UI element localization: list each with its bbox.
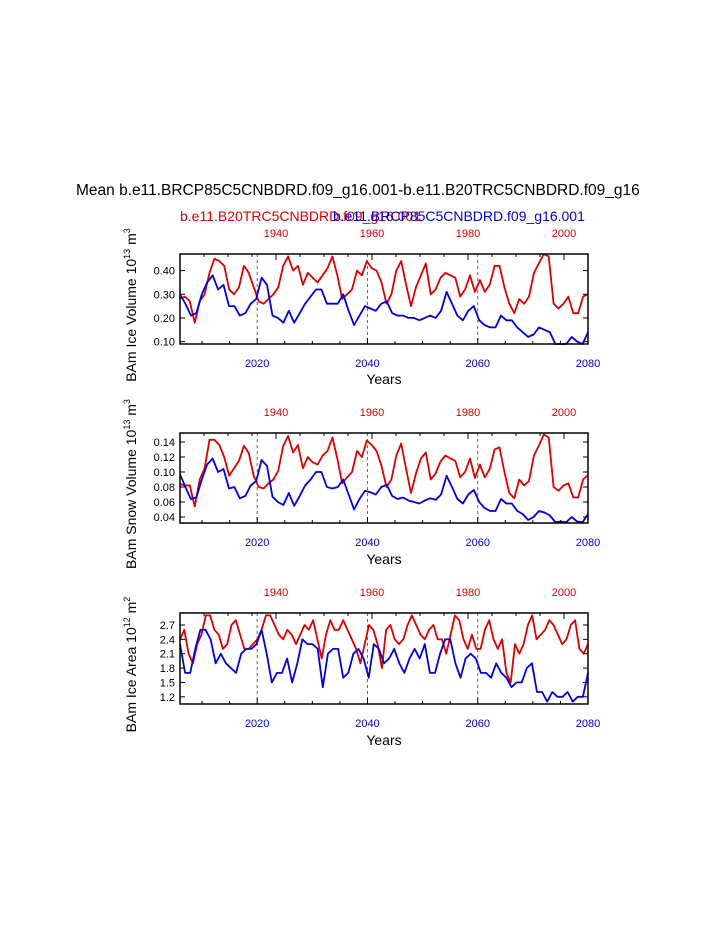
x-top-tick-label: 1960 xyxy=(360,228,384,240)
y-axis-label: BAm Snow Volume 1013 m3 xyxy=(122,399,139,569)
plot-frame xyxy=(179,612,589,705)
x-bottom-tick-label: 2080 xyxy=(576,358,600,370)
series-line-red xyxy=(179,253,589,324)
x-bottom-tick-label: 2080 xyxy=(576,537,600,549)
y-tick-label: 0.10 xyxy=(154,337,175,349)
x-axis-label: Years xyxy=(366,371,401,387)
panel-ice-area: 1.2 1.5 1.8 2.1 2.4 2.7 2020 2040 2060 2080 1940 19… xyxy=(122,587,600,748)
x-bottom-tick-label: 2040 xyxy=(355,718,379,730)
x-bottom-tick-label: 2020 xyxy=(245,358,269,370)
y-axis-label: BAm Ice Area 1012 m2 xyxy=(122,597,139,733)
y-tick-label: 0.10 xyxy=(154,467,175,479)
x-bottom-tick-label: 2080 xyxy=(576,718,600,730)
y-tick-label: 1.5 xyxy=(160,677,175,689)
chart-title: Mean b.e11.BRCP85C5CNBDRD.f09_g16.001-b.… xyxy=(76,182,640,199)
x-axis-label: Years xyxy=(366,732,401,748)
y-tick-label: 2.4 xyxy=(160,634,175,646)
panel-snow-volume: 0.04 0.06 0.08 0.10 0.12 0.14 2020 2040 2060 2080… xyxy=(122,399,600,569)
plot-frame xyxy=(179,253,589,345)
plot-frame xyxy=(179,432,589,524)
x-top-tick-label: 2000 xyxy=(552,228,576,240)
x-axis-label: Years xyxy=(366,551,401,567)
y-tick-label: 0.30 xyxy=(154,289,175,301)
x-top-tick-label: 1960 xyxy=(360,587,384,599)
y-tick-label: 1.2 xyxy=(160,692,175,704)
series-line-red xyxy=(179,614,589,684)
x-bottom-tick-label: 2060 xyxy=(465,537,489,549)
y-axis-label: BAm Ice Volume 1013 m3 xyxy=(122,228,139,382)
x-top-tick-label: 1980 xyxy=(456,407,480,419)
series-line-blue xyxy=(179,274,589,345)
y-tick-label: 0.40 xyxy=(154,266,175,278)
y-tick-label: 0.06 xyxy=(154,497,175,509)
x-bottom-tick-label: 2040 xyxy=(355,537,379,549)
x-top-tick-label: 2000 xyxy=(552,587,576,599)
x-bottom-tick-label: 2040 xyxy=(355,358,379,370)
x-top-tick-label: 2000 xyxy=(552,407,576,419)
x-bottom-tick-label: 2020 xyxy=(245,537,269,549)
y-tick-label: 0.20 xyxy=(154,313,175,325)
x-top-tick-label: 1980 xyxy=(456,228,480,240)
y-tick-label: 0.12 xyxy=(154,452,175,464)
y-tick-label: 2.1 xyxy=(160,649,175,661)
x-bottom-tick-label: 2060 xyxy=(465,718,489,730)
panel-ice-volume: 0.10 0.20 0.30 0.40 2020 2040 2060 2080 1940 1960… xyxy=(122,228,600,387)
x-bottom-tick-label: 2020 xyxy=(245,718,269,730)
y-tick-label: 0.04 xyxy=(154,512,175,524)
x-top-tick-label: 1940 xyxy=(264,587,288,599)
series-line-red xyxy=(179,433,589,508)
legend-red-label: b.e11.B20TRC5CNBDRD.f09_g16.001 xyxy=(180,208,421,224)
y-tick-label: 0.14 xyxy=(154,437,175,449)
y-tick-label: 2.7 xyxy=(160,620,175,632)
series-line-blue xyxy=(179,628,589,703)
series-line-blue xyxy=(179,457,589,524)
title-area: Mean b.e11.BRCP85C5CNBDRD.f09_g16.001-b.… xyxy=(0,0,648,240)
x-top-tick-label: 1940 xyxy=(264,407,288,419)
x-top-tick-label: 1980 xyxy=(456,587,480,599)
x-top-tick-label: 1960 xyxy=(360,407,384,419)
y-tick-label: 1.8 xyxy=(160,663,175,675)
legend-blue-label: b.e11.BRCP85C5CNBDRD.f09_g16.001 xyxy=(333,208,585,224)
y-tick-label: 0.08 xyxy=(154,482,175,494)
x-bottom-tick-label: 2060 xyxy=(465,358,489,370)
x-top-tick-label: 1940 xyxy=(264,228,288,240)
